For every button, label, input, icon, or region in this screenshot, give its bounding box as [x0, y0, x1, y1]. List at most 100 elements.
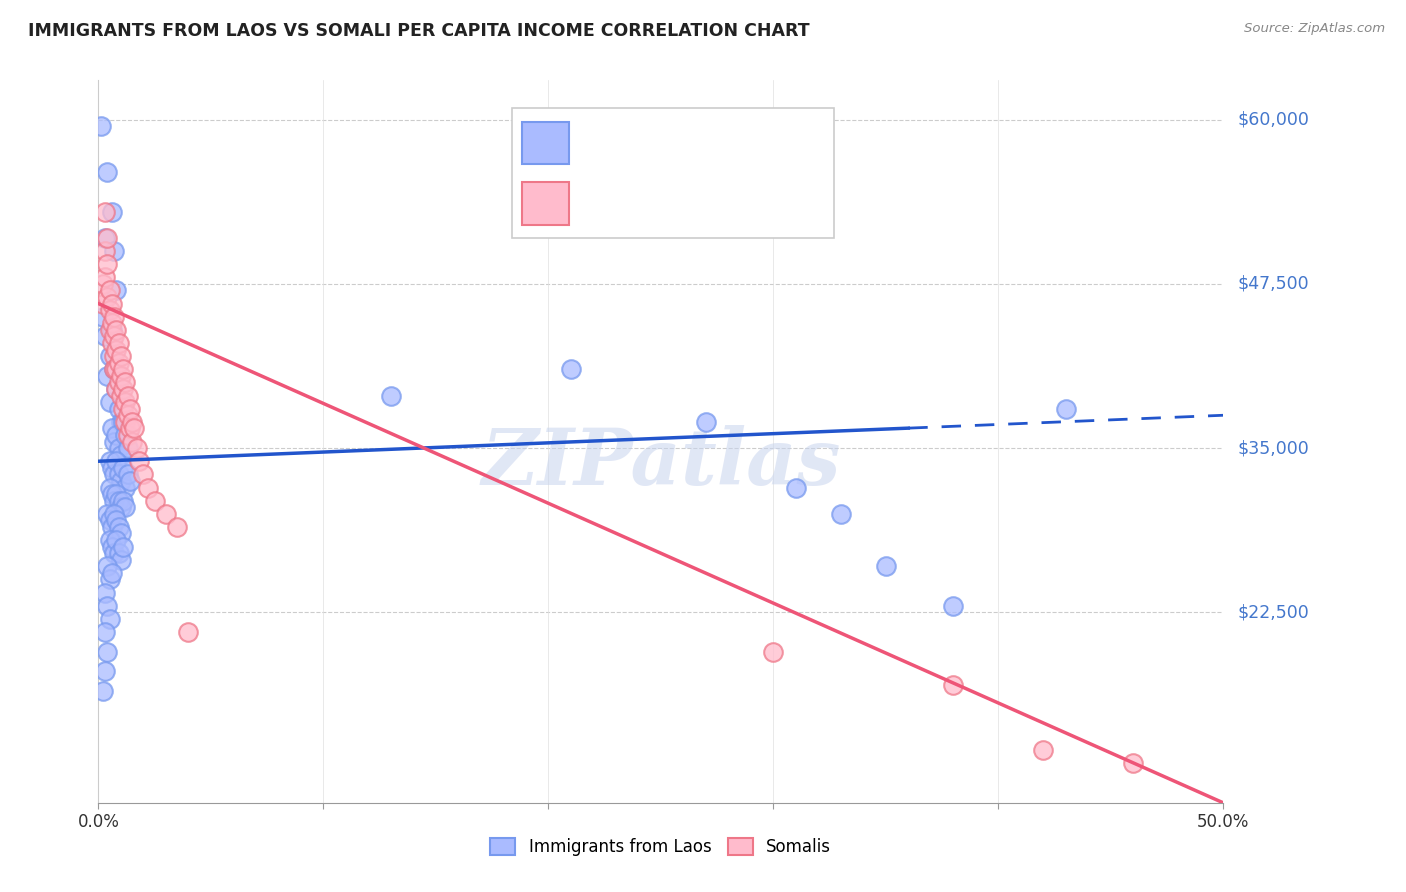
Point [105, 428, 128, 442]
Point [942, 599, 965, 613]
Point [110, 500, 132, 515]
Point [110, 526, 132, 541]
Point [110, 349, 132, 363]
Point [98, 481, 121, 495]
Point [94, 665, 117, 679]
Point [103, 362, 125, 376]
Point [118, 474, 141, 488]
Point [114, 428, 136, 442]
Point [96, 599, 118, 613]
Point [101, 460, 124, 475]
Point [103, 310, 125, 324]
Point [94, 204, 117, 219]
Point [125, 441, 148, 455]
Point [112, 460, 135, 475]
Point [112, 415, 135, 429]
Point [875, 559, 897, 574]
Point [1122, 756, 1144, 771]
Point [101, 487, 124, 501]
Point [94, 625, 117, 640]
Point [177, 625, 200, 640]
Point [695, 415, 717, 429]
Point [96, 645, 118, 659]
Point [1032, 743, 1054, 757]
Point [101, 540, 124, 554]
Point [112, 362, 135, 376]
Point [107, 336, 129, 351]
Point [112, 540, 135, 554]
Text: ZIPatlas: ZIPatlas [481, 425, 841, 501]
Point [107, 376, 129, 390]
Text: Source: ZipAtlas.com: Source: ZipAtlas.com [1244, 22, 1385, 36]
Point [132, 467, 155, 482]
Point [114, 481, 136, 495]
Point [94, 244, 117, 258]
Point [103, 349, 125, 363]
Point [98, 513, 121, 527]
Point [112, 493, 135, 508]
Point [121, 415, 143, 429]
Point [103, 493, 125, 508]
Point [105, 513, 128, 527]
Point [112, 401, 135, 416]
Point [105, 343, 128, 357]
Point [785, 481, 807, 495]
Point [117, 467, 139, 482]
Point [105, 487, 128, 501]
Point [94, 329, 117, 343]
Point [105, 362, 128, 376]
Point [942, 677, 965, 691]
Point [91, 310, 114, 324]
Point [762, 645, 785, 659]
Point [107, 520, 129, 534]
Point [105, 323, 128, 337]
Point [155, 507, 177, 521]
Point [118, 421, 141, 435]
Point [96, 257, 118, 271]
Point [98, 395, 121, 409]
Point [110, 415, 132, 429]
Text: IMMIGRANTS FROM LAOS VS SOMALI PER CAPITA INCOME CORRELATION CHART: IMMIGRANTS FROM LAOS VS SOMALI PER CAPIT… [28, 22, 810, 40]
Point [114, 500, 136, 515]
Point [103, 244, 125, 258]
Point [105, 454, 128, 468]
Point [96, 231, 118, 245]
Point [124, 421, 146, 435]
Point [103, 467, 125, 482]
Point [117, 441, 139, 455]
Point [101, 296, 124, 310]
Point [114, 376, 136, 390]
Point [110, 388, 132, 402]
Point [107, 401, 129, 416]
Point [110, 553, 132, 567]
Point [107, 356, 129, 370]
Point [98, 612, 121, 626]
Point [94, 585, 117, 599]
Text: $47,500: $47,500 [1237, 275, 1309, 293]
Point [91, 296, 114, 310]
Point [96, 559, 118, 574]
Point [98, 454, 121, 468]
Point [118, 401, 141, 416]
Point [91, 277, 114, 291]
Point [105, 382, 128, 396]
Point [96, 290, 118, 304]
Point [96, 368, 118, 383]
Point [560, 362, 582, 376]
Text: $22,500: $22,500 [1237, 603, 1309, 622]
Point [103, 329, 125, 343]
Point [121, 434, 143, 449]
Point [101, 336, 124, 351]
Point [103, 507, 125, 521]
Point [103, 546, 125, 560]
Point [117, 409, 139, 423]
Point [98, 533, 121, 547]
Point [98, 284, 121, 298]
Point [103, 434, 125, 449]
Point [128, 454, 150, 468]
Legend: Immigrants from Laos, Somalis: Immigrants from Laos, Somalis [484, 831, 838, 863]
Point [107, 546, 129, 560]
Point [114, 415, 136, 429]
Point [143, 493, 166, 508]
Point [136, 481, 159, 495]
